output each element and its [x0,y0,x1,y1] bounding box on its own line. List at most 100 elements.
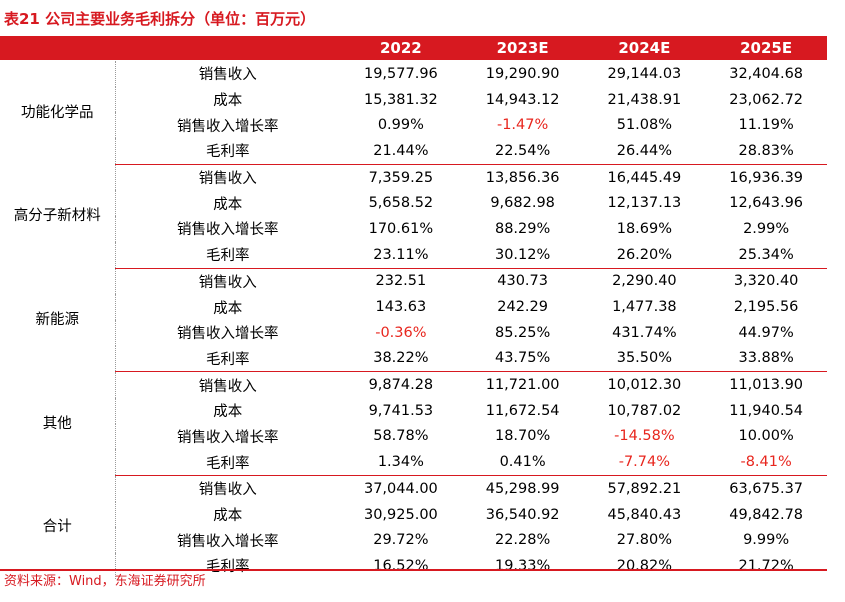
value-cell: 22.28% [494,532,551,549]
value-cell: 431.74% [612,324,677,341]
value-cell: 33.88% [705,345,827,373]
category-cell: 合计 [0,475,116,579]
value-cell: 28.83% [705,138,827,165]
value-cell: 11,940.54 [729,402,804,419]
metric-label: 毛利率 [115,449,340,477]
value-cell: 430.73 [497,273,548,290]
header-year: 2022 [340,36,462,61]
value-cell: 1,477.38 [612,299,677,316]
header-blank-cell [0,36,115,61]
table-row: 合计 销售收入 37,044.00 45,298.99 57,892.21 63,675.… [0,475,827,579]
value-cell: 10,012.30 [607,377,682,394]
value-cell: 29,144.03 [607,65,682,82]
header-year: 2023E [461,36,584,61]
table-row: 销售收入增长率 -0.36% 85.25% 431.74% 44.97% [0,320,827,346]
metric-label: 销售收入增长率 [177,429,279,446]
value-cell: -7.74% [583,449,706,477]
category-label: 高分子新材料 [13,208,101,225]
value-cell: 11,721.00 [485,377,560,394]
category-label: 新能源 [35,311,80,328]
category-cell: 高分子新材料 [0,164,116,268]
value-cell: 3,320.40 [733,273,799,290]
value-cell: 11.19% [738,117,794,134]
category-cell: 其他 [0,371,116,476]
metric-label: 销售收入增长率 [177,326,279,343]
value-cell: -1.47% [496,117,549,134]
value-cell: 11,672.54 [485,402,560,419]
value-cell: 13,856.36 [485,169,560,186]
value-cell: 30,925.00 [363,506,438,523]
value-cell: 16.52% [373,557,429,574]
value-cell: 170.61% [368,220,434,237]
value-cell: 22.54% [461,138,584,165]
value-cell: 18.70% [494,428,551,445]
value-cell: 12,643.96 [729,195,804,212]
value-cell: 16,445.49 [607,169,682,186]
value-cell: 9,741.53 [368,402,434,419]
metric-label: 毛利率 [115,138,340,165]
value-cell: 14,943.12 [485,91,560,108]
value-cell: 2.99% [743,220,790,237]
table-row: 毛利率 23.11% 30.12% 26.20% 25.34% [0,241,827,269]
value-cell: 35.50% [583,345,706,373]
value-cell: 45,840.43 [607,506,682,523]
value-cell: 9.99% [743,532,790,549]
table-row: 毛利率 38.22% 43.75% 35.50% 33.88% [0,345,827,373]
table-row: 功能化学品 销售收入 19,577.96 19,290.90 29,144.03 32,4… [0,60,827,165]
value-cell: 85.25% [494,324,551,341]
value-cell: 11,013.90 [729,377,804,394]
value-cell: 20.82% [616,557,673,574]
metric-label: 毛利率 [115,345,340,373]
value-cell: 19,290.90 [485,65,560,82]
value-cell: 25.34% [705,241,827,269]
table-body: 功能化学品 销售收入 19,577.96 19,290.90 29,144.03 32,4… [0,60,827,579]
value-cell: 19,577.96 [363,65,438,82]
value-cell: 51.08% [616,117,673,134]
value-cell: 27.80% [616,532,673,549]
value-cell: 143.63 [375,299,427,316]
value-cell: 0.41% [461,449,584,477]
value-cell: 26.44% [583,138,706,165]
value-cell: 57,892.21 [607,480,682,497]
value-cell: 37,044.00 [363,480,438,497]
metric-label: 毛利率 [206,559,250,576]
metric-label: 成本 [213,508,243,525]
value-cell: 10.00% [738,428,794,445]
value-cell: 88.29% [494,220,551,237]
metric-label: 成本 [213,93,243,110]
value-cell: 21.72% [738,557,794,574]
table-row: 其他 销售收入 9,874.28 11,721.00 10,012.30 11,013.9… [0,371,827,476]
value-cell: 5,658.52 [368,195,434,212]
metric-label: 销售收入 [198,378,257,395]
value-cell: 38.22% [340,345,462,373]
metric-label: 成本 [213,404,243,421]
value-cell: -14.58% [614,428,675,445]
table-row: 高分子新材料 销售收入 7,359.25 13,856.36 16,445.49 16,9… [0,164,827,268]
value-cell: 15,381.32 [363,91,438,108]
value-cell: 10,787.02 [607,402,682,419]
category-cell: 功能化学品 [0,60,116,165]
header-row: 2022 2023E 2024E 2025E [0,36,827,61]
category-label: 合计 [42,519,72,536]
category-cell: 新能源 [0,268,116,372]
value-cell: 23,062.72 [729,91,804,108]
table-row: 毛利率 1.34% 0.41% -7.74% -8.41% [0,449,827,477]
value-cell: 21,438.91 [607,91,682,108]
table-header: 2022 2023E 2024E 2025E [0,36,827,61]
metric-label: 销售收入增长率 [177,533,279,550]
value-cell: 7,359.25 [368,169,434,186]
table-row: 成本 15,381.32 14,943.12 21,438.91 23,062.72 [0,87,827,113]
value-cell: 0.99% [377,117,424,134]
value-cell: -8.41% [705,449,827,477]
table-row: 销售收入增长率 58.78% 18.70% -14.58% 10.00% [0,424,827,450]
value-cell: 58.78% [373,428,429,445]
metric-label: 销售收入增长率 [177,222,279,239]
value-cell: 21.44% [340,138,462,165]
value-cell: 43.75% [461,345,584,373]
category-label: 其他 [42,415,72,432]
table-row: 销售收入增长率 0.99% -1.47% 51.08% 11.19% [0,112,827,138]
gross-margin-table: 2022 2023E 2024E 2025E 功能化学品销售收入 19,577.9… [0,36,827,579]
value-cell: 1.34% [340,449,462,477]
value-cell: 49,842.78 [729,506,804,523]
metric-label: 成本 [213,196,243,213]
